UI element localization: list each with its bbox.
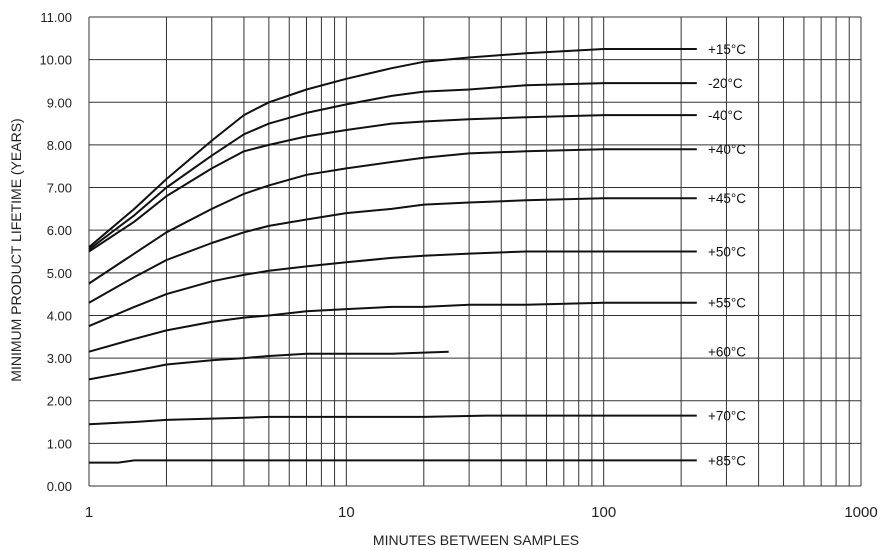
series-label: +85°C	[708, 453, 746, 468]
series-label: +55°C	[708, 296, 746, 311]
series-label: +70°C	[708, 409, 746, 424]
x-tick-labels: 1 10 100 1000	[85, 504, 878, 521]
series-line	[89, 252, 697, 327]
x-tick-label: 1	[85, 504, 93, 521]
series-line	[89, 115, 697, 251]
series-labels: +15°C -20°C -40°C +40°C +45°C +50°C +55°C +60°C…	[708, 42, 746, 468]
x-tick-label: 1000	[844, 504, 877, 521]
x-tick-label: 100	[591, 504, 616, 521]
series-line	[89, 460, 697, 462]
series-line	[89, 149, 697, 283]
series-label: +40°C	[708, 142, 746, 157]
y-tick-label: 2.00	[47, 394, 72, 409]
series-label: +60°C	[708, 345, 746, 360]
y-tick-labels: 0.00 1.00 2.00 3.00 4.00 5.00 6.00 7.00 8.00 9.00…	[39, 10, 72, 494]
series-label: -40°C	[708, 108, 743, 123]
y-tick-label: 3.00	[47, 351, 72, 366]
series-label: +50°C	[708, 245, 746, 260]
y-tick-label: 9.00	[47, 95, 72, 110]
series-line	[89, 416, 697, 425]
x-tick-label: 10	[338, 504, 355, 521]
series-line	[89, 303, 697, 352]
y-tick-label: 11.00	[40, 10, 72, 25]
y-tick-label: 4.00	[47, 308, 72, 323]
y-tick-label: 10.00	[39, 53, 72, 68]
y-tick-label: 6.00	[47, 223, 72, 238]
series-label: +15°C	[708, 42, 746, 57]
x-axis-title: MINUTES BETWEEN SAMPLES	[373, 532, 579, 548]
y-tick-label: 5.00	[47, 266, 72, 281]
series-label: -20°C	[708, 76, 743, 91]
series-line	[89, 198, 697, 303]
series-label: +45°C	[708, 191, 746, 206]
y-tick-label: 8.00	[47, 138, 72, 153]
y-axis-title: MINIMUM PRODUCT LIFETIME (YEARS)	[8, 118, 24, 381]
series-line	[89, 49, 697, 247]
y-tick-label: 0.00	[47, 479, 72, 494]
y-tick-label: 7.00	[47, 181, 72, 196]
y-tick-label: 1.00	[47, 436, 72, 451]
